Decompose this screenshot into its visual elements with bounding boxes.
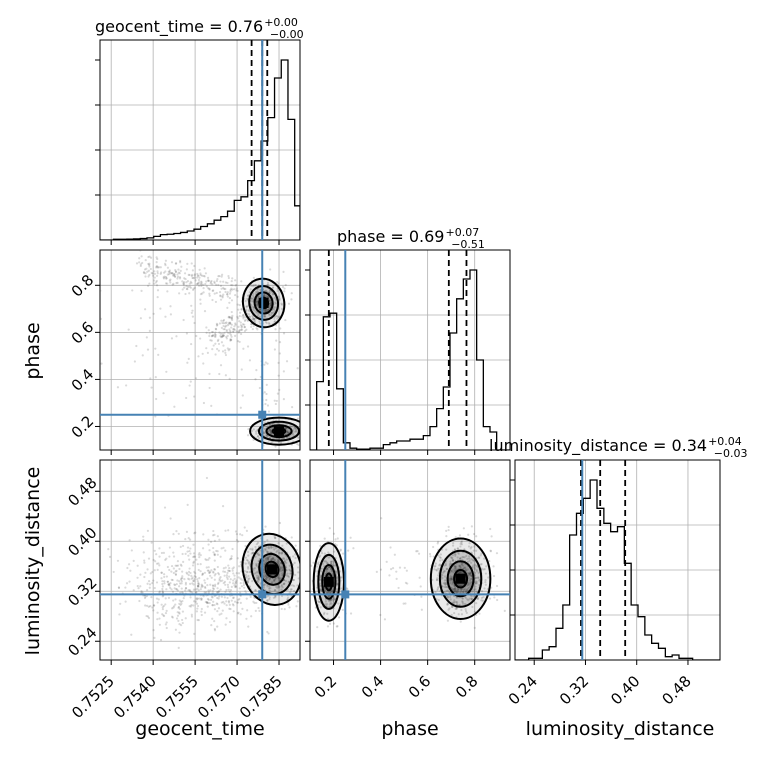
geocent-phase-contour-1-1 (257, 420, 300, 442)
xticklabel-phase-0: 0.2 (311, 672, 341, 702)
phase-distance-contour-0-0 (312, 542, 345, 622)
yticklabel-phase-3: 0.8 (68, 271, 98, 301)
title-luminosity-distance: luminosity_distance = 0.34+0.04 −0.03 (489, 435, 748, 460)
yticklabel-luminosity_distance-3: 0.48 (64, 474, 100, 510)
xticklabel-luminosity_distance-0: 0.24 (505, 672, 541, 708)
yticklabel-phase-1: 0.4 (68, 365, 98, 395)
xlabel-phase: phase (381, 718, 438, 740)
phase-hist-frame (309, 249, 511, 451)
xticklabel-geocent_time-0: 0.7525 (68, 672, 118, 722)
geocent-distance-content (107, 476, 300, 649)
xticklabel-geocent_time-1: 0.7540 (110, 672, 160, 722)
geocent-phase-contour-1-2 (265, 424, 293, 439)
phase-distance-truth-point (341, 590, 350, 599)
phase-distance-contour-1-0 (429, 537, 492, 620)
geocent-phase-contour-1-0 (249, 416, 300, 446)
luminosity-distance-hist-frame (514, 459, 721, 661)
geocent-phase-truth-point (258, 410, 267, 419)
phase-distance-contour-1-3 (453, 569, 469, 589)
xticklabel-geocent_time-4: 0.7585 (236, 672, 286, 722)
phase-distance-peak-1 (455, 573, 466, 584)
ylabel-luminosity-distance: luminosity_distance (22, 467, 44, 656)
phase-distance-contour-1-2 (446, 560, 475, 598)
geocent-phase-samples (100, 250, 300, 450)
hist-panel-phase (305, 249, 511, 455)
geocent-time-hist-frame (99, 39, 301, 241)
phase-distance-contour-1-1 (438, 549, 483, 608)
title-geocent-time: geocent_time = 0.76+0.00 −0.00 (95, 16, 304, 41)
geocent-phase-frame (99, 249, 301, 451)
yticklabel-luminosity_distance-2: 0.40 (64, 524, 100, 560)
phase-hist-histogram-line (310, 269, 510, 450)
xticklabel-phase-1: 0.4 (358, 672, 388, 702)
geocent-distance-peak-0 (267, 564, 278, 575)
hist-panel-geocent-time (95, 39, 301, 245)
phase-distance-peak-0 (323, 576, 334, 587)
geocent-phase-contour-0-1 (248, 285, 280, 321)
ylabel-phase: phase (22, 322, 44, 379)
xticklabel-geocent_time-2: 0.7555 (152, 672, 202, 722)
yticklabel-phase-0: 0.2 (68, 412, 98, 442)
xticklabel-phase-2: 0.6 (405, 672, 435, 702)
hist-panel-luminosity-distance (510, 459, 721, 665)
luminosity-distance-hist-histogram-line (515, 479, 720, 660)
geocent-distance-truth-point (258, 590, 267, 599)
yticklabel-luminosity_distance-0: 0.24 (64, 624, 100, 660)
phase-distance-contour-0-2 (321, 564, 337, 600)
geocent-distance-contour-0-3 (264, 560, 280, 579)
xticklabel-geocent_time-3: 0.7570 (194, 672, 244, 722)
xticklabel-phase-3: 0.8 (452, 672, 482, 702)
geocent-time-hist-histogram-line (100, 59, 300, 240)
phase-distance-content (310, 517, 506, 629)
geocent-phase-peak-1 (274, 426, 285, 437)
geocent-phase-peak-0 (258, 297, 269, 308)
scatter-panel-phase-vs-luminosity-distance (305, 459, 511, 665)
xticklabel-luminosity_distance-1: 0.32 (556, 672, 592, 708)
xticklabel-luminosity_distance-3: 0.48 (658, 672, 694, 708)
geocent-phase-content (100, 250, 300, 450)
geocent-distance-samples (107, 476, 300, 649)
phase-distance-contour-0-1 (317, 553, 341, 610)
scatter-panel-geocent-time-vs-luminosity-distance (95, 459, 301, 665)
geocent-distance-contour-0-2 (258, 552, 286, 586)
title-phase: phase = 0.69+0.07 −0.51 (337, 226, 485, 251)
xticklabel-luminosity_distance-2: 0.40 (607, 672, 643, 708)
yticklabel-luminosity_distance-1: 0.32 (64, 574, 100, 610)
yticklabel-phase-2: 0.6 (68, 318, 98, 348)
xlabel-luminosity-distance: luminosity_distance (526, 718, 715, 740)
scatter-panel-geocent-time-vs-phase (95, 249, 301, 455)
xlabel-geocent-time: geocent_time (135, 718, 264, 740)
geocent-phase-contour-0-0 (241, 277, 286, 329)
phase-distance-frame (309, 459, 511, 661)
